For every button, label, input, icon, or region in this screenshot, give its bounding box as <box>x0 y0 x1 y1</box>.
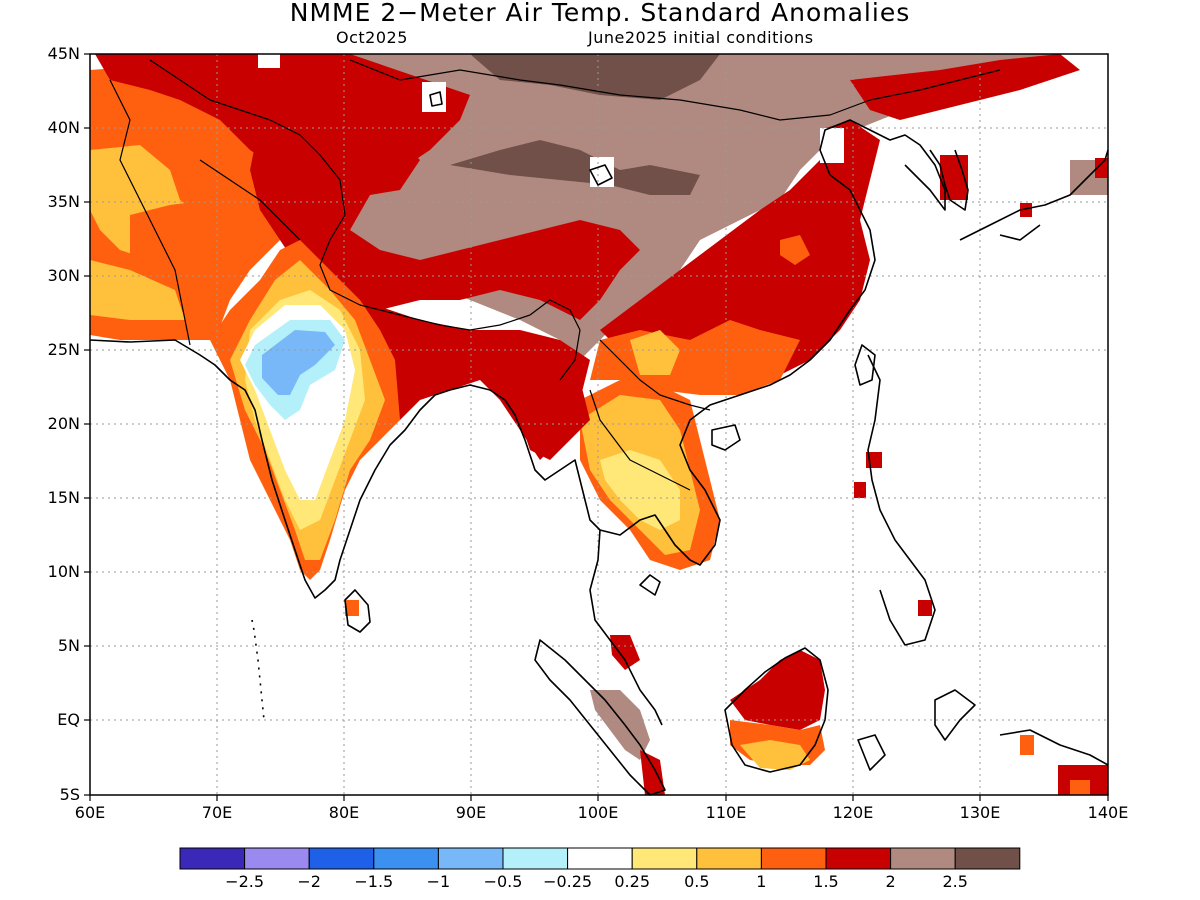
anomaly-patch-kyushu <box>1020 203 1032 217</box>
anomaly-fields <box>90 54 1108 795</box>
lon-label-100e: 100E <box>577 803 619 822</box>
colorbar-label: −2.5 <box>225 872 265 891</box>
colorbar <box>179 847 1021 870</box>
anomaly-orange-afghan <box>130 200 230 275</box>
colorbar-label: 0.25 <box>614 872 650 891</box>
lat-label-5s: 5S <box>59 785 80 804</box>
colorbar-label: 2 <box>885 872 896 891</box>
forecast-month: Oct2025 <box>336 28 408 47</box>
colorbar-bin-13 <box>954 847 1021 870</box>
anomaly-darkbrown-tarim <box>450 140 700 195</box>
anomaly-patch-philippines <box>854 482 866 498</box>
lon-label-90e: 90E <box>455 803 487 822</box>
anomaly-patch-newguinea <box>1020 735 1034 755</box>
colorbar-label: −0.25 <box>543 872 593 891</box>
lat-label-10n: 10N <box>47 562 80 581</box>
colorbar-bin-9 <box>696 847 762 870</box>
colorbar-bin-3 <box>308 847 375 870</box>
axis-ticks <box>84 53 1109 801</box>
anomaly-yellow-borneo <box>740 740 810 770</box>
colorbar-label: 1.5 <box>813 872 839 891</box>
colorbar-bin-1 <box>179 847 246 870</box>
lat-label-25n: 25N <box>47 340 80 359</box>
lon-label-60e: 60E <box>74 803 106 822</box>
anomaly-red-northeast <box>850 54 1080 120</box>
anomaly-yellow-southchina <box>630 330 680 375</box>
anomaly-red-myanmar <box>520 370 590 460</box>
anomaly-red-tibet <box>250 120 640 320</box>
anomaly-yellow-iran-south <box>90 260 185 320</box>
colorbar-bin-4 <box>373 847 439 870</box>
anomaly-red-east-china <box>600 120 880 390</box>
anomaly-red-borneo <box>730 650 825 730</box>
colorbar-label: 2.5 <box>942 872 968 891</box>
colorbar-bin-6 <box>502 847 569 870</box>
lat-label-eq: EQ <box>57 710 80 729</box>
anomaly-patch-mindanao <box>918 600 932 616</box>
anomaly-lightyellow-thailand <box>600 450 680 530</box>
anomaly-patch-white-1 <box>258 54 280 68</box>
colorbar-label: 0.5 <box>684 872 710 891</box>
initial-conditions: June2025 initial conditions <box>588 28 814 47</box>
anomaly-red-sumatra <box>640 750 665 795</box>
colorbar-bin-5 <box>437 847 504 870</box>
colorbar-label: −1.5 <box>354 872 394 891</box>
anomaly-patch-japan-red <box>1095 158 1108 178</box>
colorbar-bin-8 <box>631 847 698 870</box>
lat-label-35n: 35N <box>47 192 80 211</box>
colorbar-bin-11 <box>825 847 892 870</box>
chart-title: NMME 2−Meter Air Temp. Standard Anomalie… <box>289 0 911 27</box>
lon-label-70e: 70E <box>201 803 233 822</box>
anomaly-patch-white-3 <box>590 157 614 187</box>
lat-label-20n: 20N <box>47 414 80 433</box>
colorbar-label: −0.5 <box>483 872 523 891</box>
colorbar-bin-7 <box>567 847 633 870</box>
anomaly-orange-central-china <box>780 235 810 265</box>
anomaly-red-north-india <box>300 270 590 460</box>
lat-label-5n: 5N <box>57 636 80 655</box>
lon-label-80e: 80E <box>328 803 360 822</box>
lat-label-30n: 30N <box>47 266 80 285</box>
anomaly-patch-papua-orange <box>1070 780 1090 795</box>
anomaly-patch-srilanka <box>345 600 359 616</box>
colorbar-label: −2 <box>297 872 321 891</box>
lat-label-45n: 45N <box>47 44 80 63</box>
colorbar-bin-10 <box>760 847 827 870</box>
graticule <box>90 54 1108 795</box>
lon-label-110e: 110E <box>705 803 747 822</box>
lat-label-40n: 40N <box>47 118 80 137</box>
lon-label-140e: 140E <box>1087 803 1129 822</box>
anomaly-darkbrown-mongolia <box>470 54 720 100</box>
lon-label-120e: 120E <box>832 803 874 822</box>
colorbar-label: −1 <box>426 872 451 891</box>
coastlines <box>89 59 1109 796</box>
anomaly-blue-india <box>262 330 335 395</box>
lon-label-130e: 130E <box>959 803 1001 822</box>
anomaly-red-malaysia <box>610 635 640 670</box>
colorbar-bin-12 <box>890 847 956 870</box>
colorbar-label: 1 <box>756 872 767 891</box>
colorbar-bin-2 <box>244 847 310 870</box>
anomaly-brown-sumatra <box>590 690 650 760</box>
anomaly-patch-white-2 <box>422 82 446 112</box>
lat-label-15n: 15N <box>47 488 80 507</box>
